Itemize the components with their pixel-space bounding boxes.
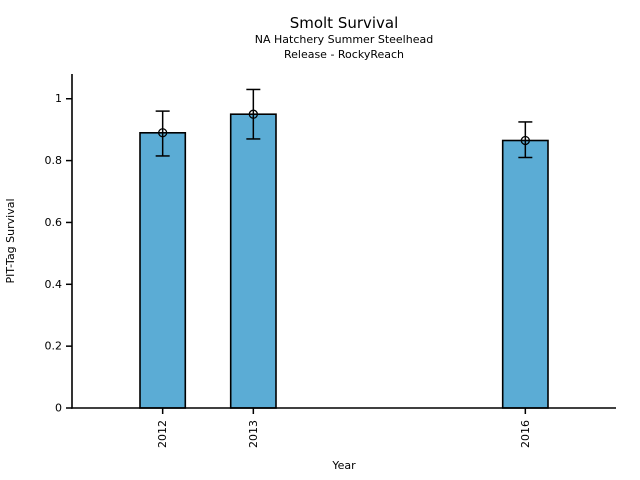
y-tick-label: 0.2	[45, 340, 63, 353]
chart-title: Smolt Survival	[290, 14, 399, 32]
error-bars-layer	[155, 88, 533, 159]
y-tick-label: 0.4	[45, 278, 63, 291]
y-tick-label: 0	[55, 402, 62, 415]
data-point-marker	[520, 135, 530, 146]
chart-subtitle-line2: Release - RockyReach	[284, 48, 404, 61]
y-axis-label: PIT-Tag Survival	[4, 198, 17, 283]
y-tick-label: 0.8	[45, 154, 63, 167]
y-tick-label: 0.6	[45, 216, 63, 229]
data-point-marker	[158, 128, 168, 138]
x-tick-label: 2013	[247, 420, 260, 448]
x-axis-label: Year	[331, 459, 356, 472]
chart-subtitle-line1: NA Hatchery Summer Steelhead	[255, 33, 433, 46]
x-tick-label: 2012	[156, 420, 169, 448]
data-point-marker	[248, 109, 258, 119]
bars-layer	[139, 113, 549, 409]
y-tick-label: 1	[55, 92, 62, 105]
errorbar-2012	[155, 110, 170, 157]
x-tick-label: 2016	[519, 420, 532, 448]
errorbar-2013	[246, 88, 261, 140]
bar-2012	[139, 132, 187, 409]
bar-2016	[501, 139, 549, 409]
errorbar-2016	[518, 121, 533, 159]
bar-2013	[229, 113, 277, 409]
ticks-layer: 2012 2013 2016 0 0.2 0.4 0.6 0.8 1	[45, 92, 532, 448]
